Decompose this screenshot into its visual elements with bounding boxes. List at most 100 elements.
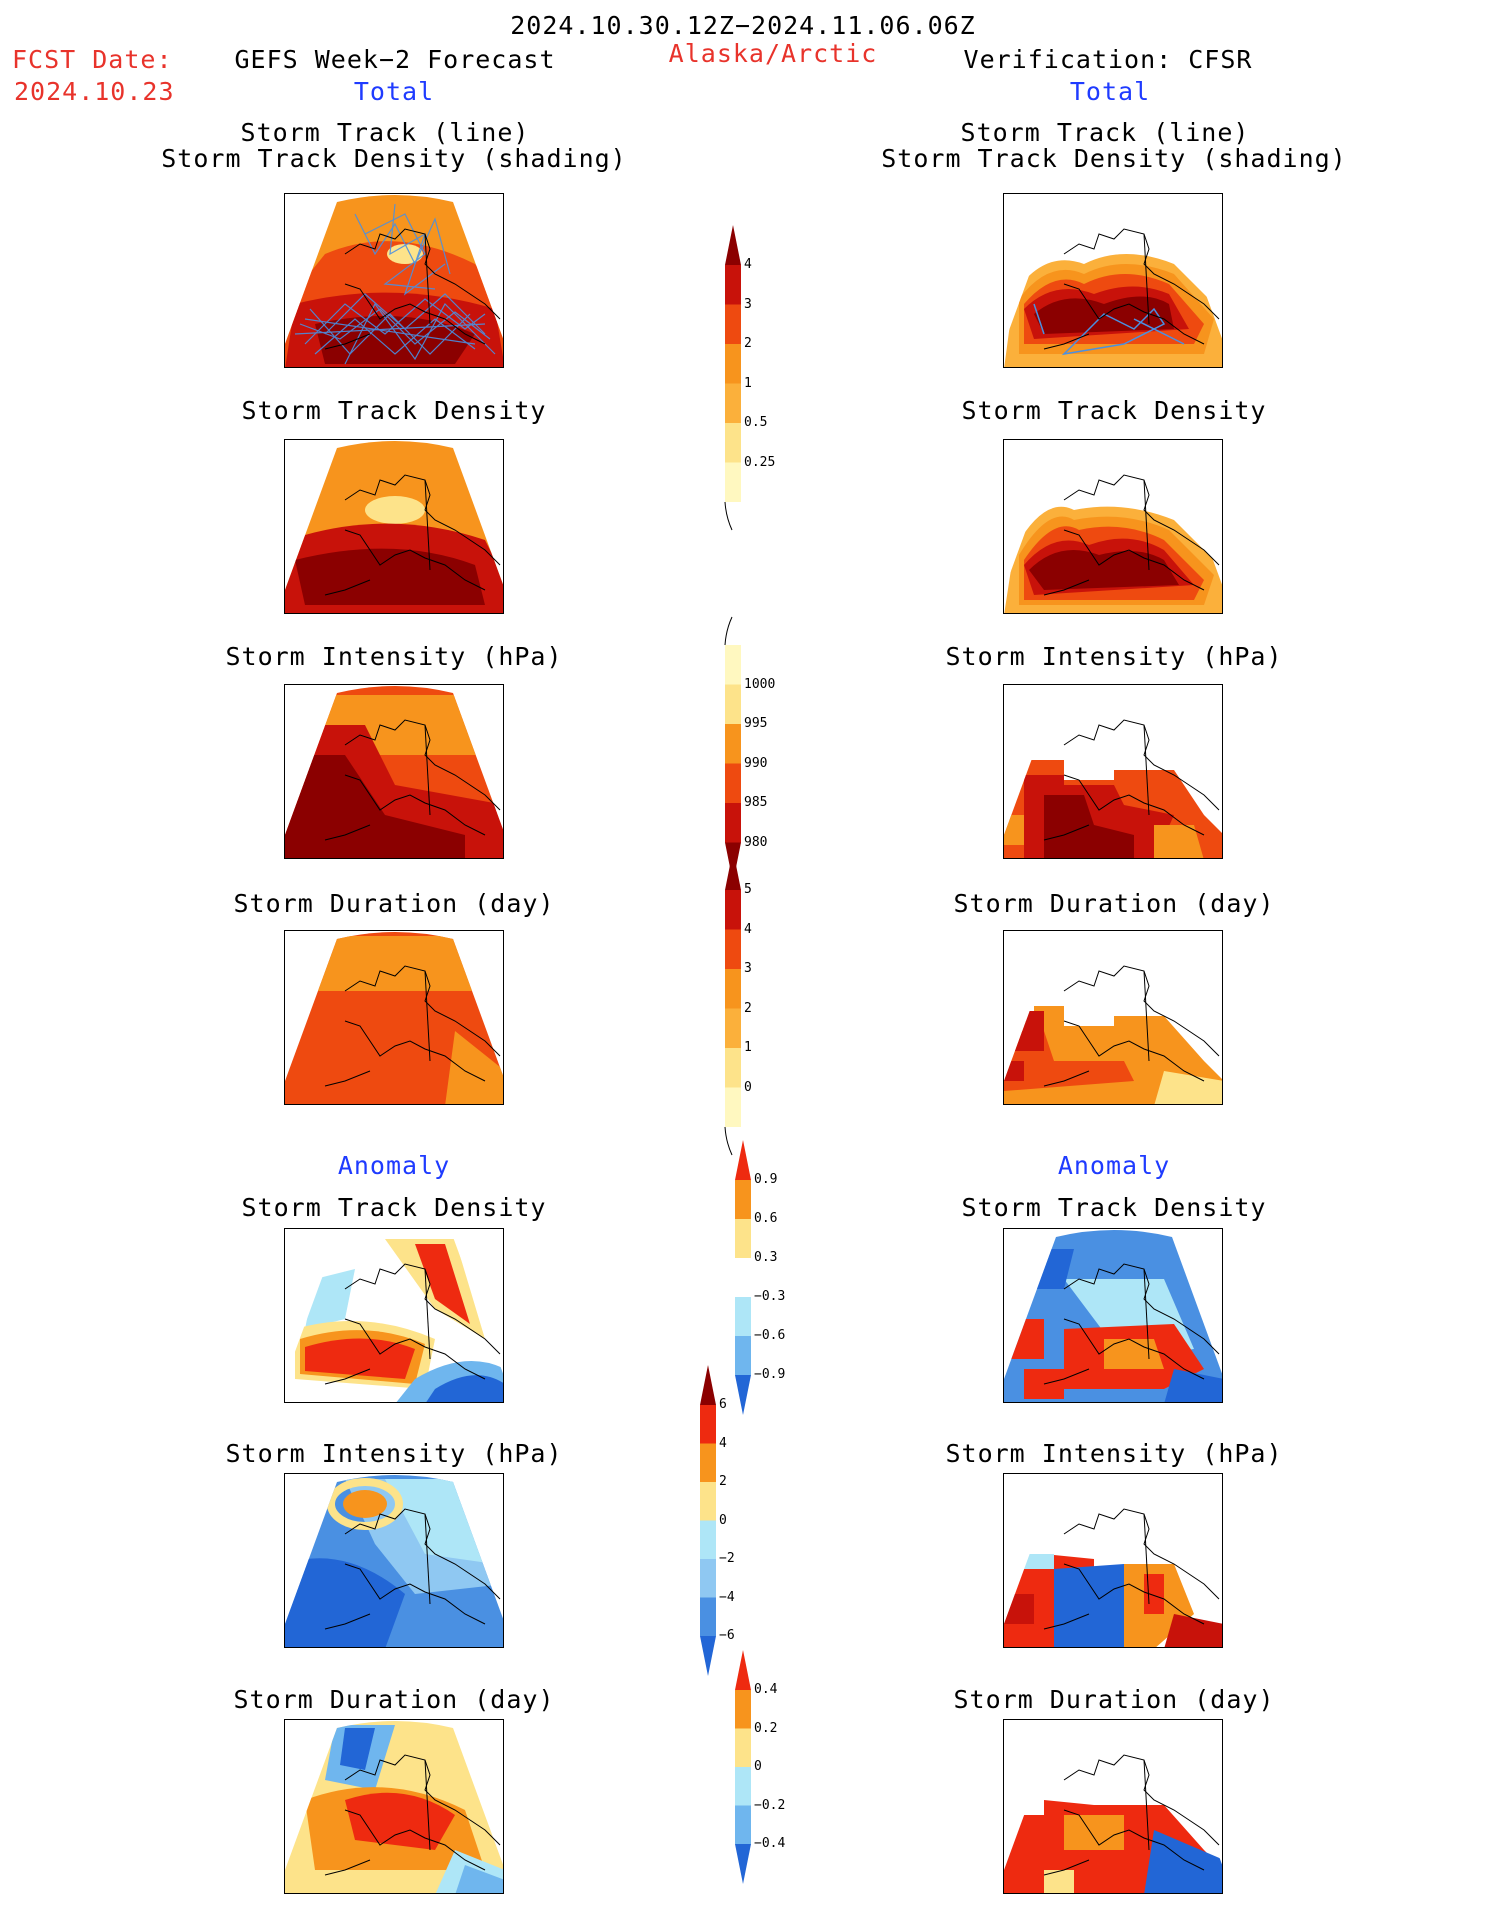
colorbar-segment (725, 803, 741, 843)
colorbar-tick-label: −0.2 (754, 1797, 786, 1813)
colorbar-segment (735, 1336, 751, 1375)
colorbar-tick-label: 0 (744, 1079, 752, 1095)
colorbar-segment (700, 1559, 716, 1598)
colorbar-tick-label: 4 (744, 921, 752, 937)
colorbar-tick-label: 2 (719, 1474, 727, 1489)
colorbar-segment (700, 1443, 716, 1482)
title-duration-right: Storm Duration (day) (953, 889, 1275, 918)
title-intensity-anom-right: Storm Intensity (hPa) (945, 1439, 1283, 1468)
colorbar-segment (725, 462, 741, 502)
colorbar-tick-label: 985 (744, 795, 768, 810)
colorbar-segment (725, 265, 741, 305)
map-intensity-forecast (284, 684, 504, 859)
map-intensity-anomaly-verification (1003, 1473, 1223, 1648)
forecast-title: GEFS Week−2 Forecast (234, 45, 556, 74)
date-range: 2024.10.30.12Z−2024.11.06.06Z (510, 11, 976, 40)
colorbar-tick-label: 0.5 (744, 415, 768, 430)
colorbar-segment (725, 645, 741, 685)
colorbar-segment (725, 890, 741, 930)
colorbar-tick-label: 4 (719, 1435, 727, 1451)
colorbar-segment (735, 1219, 751, 1258)
right-anomaly-label: Anomaly (1057, 1151, 1171, 1180)
colorbar-tick-label: 4 (744, 257, 752, 272)
colorbar-tick-label: 0.25 (744, 454, 776, 470)
colorbar-tail (724, 616, 733, 645)
colorbar-segment (725, 383, 741, 423)
colorbar-tick-label: −6 (719, 1628, 735, 1643)
colorbar-segment (735, 1140, 751, 1180)
colorbar-tick-label: 2 (744, 1000, 752, 1016)
map-density-anomaly-forecast (284, 1228, 504, 1403)
colorbar-tick-label: 5 (744, 882, 752, 897)
colorbar-density_anom (735, 1140, 751, 1415)
colorbar-segment (735, 1375, 751, 1415)
title-track-line-right: Storm Track (line) (960, 118, 1250, 147)
colorbar-segment (735, 1844, 751, 1884)
colorbar-segment (735, 1258, 751, 1297)
right-total-label: Total (1069, 77, 1151, 106)
map-duration-anomaly-forecast (284, 1719, 504, 1894)
title-duration-left: Storm Duration (day) (233, 889, 555, 918)
left-total-label: Total (353, 77, 435, 106)
fcst-label: FCST Date: (12, 45, 173, 74)
colorbar-tick-label: 0 (754, 1759, 762, 1774)
map-duration-forecast (284, 930, 504, 1105)
title-density-right: Storm Track Density (961, 396, 1267, 425)
title-density-anom-left: Storm Track Density (241, 1193, 547, 1222)
map-duration-verification (1003, 930, 1223, 1105)
verification-title: Verification: CFSR (963, 45, 1253, 74)
colorbar-segment (725, 423, 741, 463)
colorbar-segment (735, 1767, 751, 1806)
colorbar-tick-label: 2 (744, 336, 752, 351)
colorbar-tick-label: 3 (744, 961, 752, 976)
colorbar-tick-label: 1000 (744, 676, 776, 692)
colorbar-tick-label: −4 (719, 1589, 735, 1605)
fcst-date: 2024.10.23 (14, 77, 175, 106)
title-intensity-left: Storm Intensity (hPa) (225, 642, 563, 671)
colorbar-tick-label: 0 (719, 1512, 727, 1528)
title-duration-anom-left: Storm Duration (day) (233, 1685, 555, 1714)
colorbar-tick-label: 0.6 (754, 1211, 778, 1226)
colorbar-segment (725, 1087, 741, 1127)
map-track-forecast (284, 193, 504, 368)
colorbar-segment (725, 763, 741, 803)
colorbar-segment (700, 1597, 716, 1636)
colorbar-tick-label: 0.4 (754, 1682, 778, 1697)
colorbar-segment (725, 684, 741, 724)
title-track-shading-right: Storm Track Density (shading) (881, 144, 1347, 173)
map-duration-anomaly-verification (1003, 1719, 1223, 1894)
region-label: Alaska/Arctic (668, 39, 878, 68)
colorbar-tick-label: −0.3 (754, 1289, 786, 1304)
colorbar-segment (725, 1048, 741, 1088)
title-density-anom-right: Storm Track Density (961, 1193, 1267, 1222)
map-density-verification (1003, 439, 1223, 614)
map-intensity-anomaly-forecast (284, 1473, 504, 1648)
colorbar-segment (735, 1650, 751, 1690)
title-track-line-left: Storm Track (line) (240, 118, 530, 147)
colorbar-segment (725, 850, 741, 890)
title-intensity-right: Storm Intensity (hPa) (945, 642, 1283, 671)
title-intensity-anom-left: Storm Intensity (hPa) (225, 1439, 563, 1468)
colorbar-segment (725, 969, 741, 1009)
colorbar-tick-label: 3 (744, 296, 752, 312)
colorbar-segment (725, 225, 741, 265)
title-track-shading-left: Storm Track Density (shading) (161, 144, 627, 173)
colorbar-segment (700, 1365, 716, 1405)
colorbar-tick-label: 6 (719, 1397, 727, 1412)
colorbar-segment (735, 1297, 751, 1336)
colorbar-segment (725, 1008, 741, 1048)
colorbar-duration_anom (735, 1650, 751, 1884)
colorbar-tick-label: 995 (744, 716, 768, 731)
colorbar-segment (735, 1728, 751, 1767)
colorbar-segment (725, 304, 741, 344)
colorbar-tick-label: 1 (744, 375, 752, 391)
colorbar-segment (735, 1180, 751, 1219)
colorbar-segment (735, 1805, 751, 1844)
map-intensity-verification (1003, 684, 1223, 859)
colorbar-tick-label: −2 (719, 1551, 735, 1566)
colorbar-segment (725, 344, 741, 384)
colorbar-density_total (725, 225, 741, 502)
colorbar-tick-label: −0.4 (754, 1836, 786, 1851)
colorbar-tail (724, 502, 733, 531)
title-density-left: Storm Track Density (241, 396, 547, 425)
